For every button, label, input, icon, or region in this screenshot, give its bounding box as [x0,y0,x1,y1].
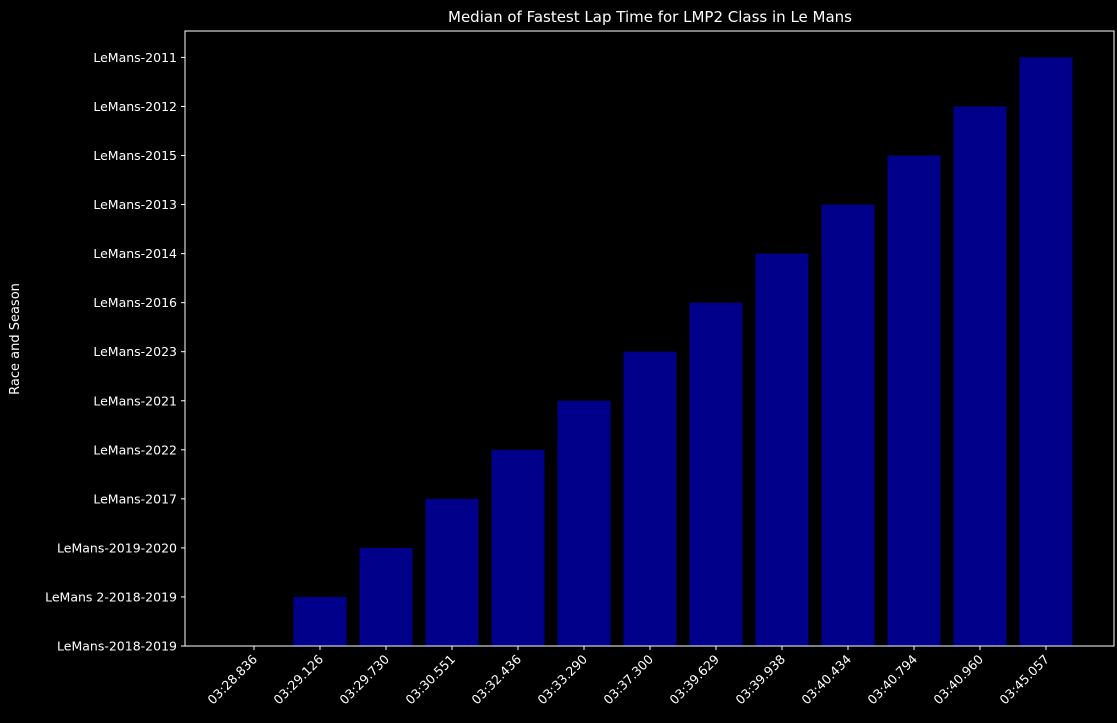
bar [557,400,611,646]
x-tick-label: 03:29.730 [336,651,392,707]
x-tick-label: 03:28.836 [204,651,260,707]
x-tick-label: 03:30.551 [402,652,458,708]
bar [953,106,1007,646]
y-tick-label: LeMans 2-2018-2019 [45,589,177,604]
x-tick-label: 03:45.057 [996,652,1052,708]
x-tick-label: 03:33.290 [534,651,590,707]
y-tick-label: LeMans-2015 [93,148,177,163]
y-tick-label: LeMans-2018-2019 [57,639,177,654]
x-tick-label: 03:39.629 [666,651,722,707]
bar [821,204,875,647]
bar [491,449,545,646]
y-tick-label: LeMans-2012 [93,99,177,114]
x-tick-label: 03:40.794 [864,651,920,707]
y-tick-label: LeMans-2023 [93,344,177,359]
plot-frame [184,30,1115,647]
y-tick-label: LeMans-2017 [93,491,177,506]
x-tick-label: 03:29.126 [270,651,326,707]
y-tick-label: LeMans-2021 [93,393,177,408]
bar [755,253,809,646]
y-tick-label: LeMans-2019-2020 [57,540,177,555]
chart-title: Median of Fastest Lap Time for LMP2 Clas… [448,8,852,26]
x-tick-label: 03:37.300 [600,651,656,707]
x-tick-label: 03:32.436 [468,651,524,707]
bar [293,596,347,646]
y-tick-label: LeMans-2022 [93,442,177,457]
y-tick-label: LeMans-2013 [93,197,177,212]
y-axis-label: Race and Season [8,283,23,395]
x-tick-label: 03:40.960 [930,651,986,707]
y-tick-label: LeMans-2011 [93,50,177,65]
x-ticks-group: 03:28.836 03:29.126 03:29.730 03:30.551 03:3… [204,646,1052,707]
x-tick-label: 03:40.434 [798,651,854,707]
bar [425,498,479,646]
y-ticks-group: LeMans-2018-2019 LeMans 2-2018-2019 LeMans… [45,50,185,654]
bar [689,302,743,646]
y-tick-label: LeMans-2016 [93,295,177,310]
bar [623,351,677,646]
bar [1019,57,1073,646]
bar [359,547,413,646]
bars-group [293,57,1073,647]
bar [887,155,941,646]
x-tick-label: 03:39.938 [732,651,788,707]
y-tick-label: LeMans-2014 [93,246,177,261]
